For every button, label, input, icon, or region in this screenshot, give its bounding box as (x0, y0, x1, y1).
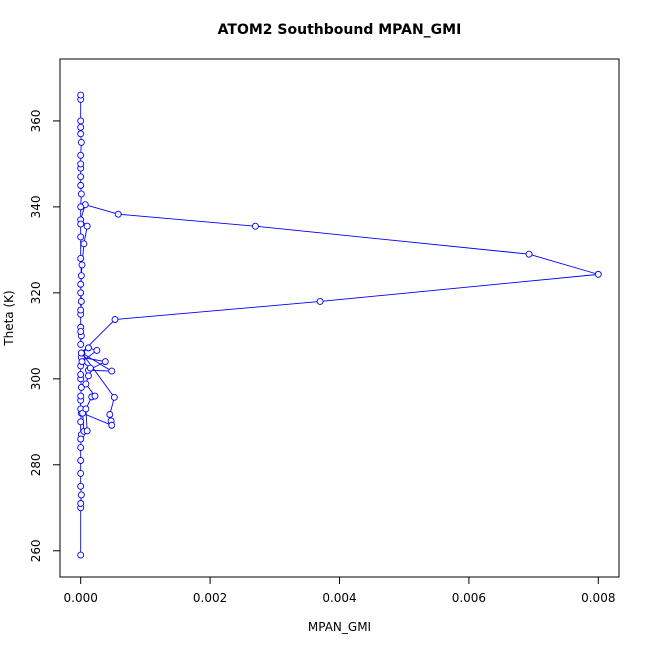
y-tick-label: 260 (29, 539, 43, 562)
data-point (110, 393, 118, 401)
data-point (77, 297, 85, 305)
y-tick-label: 280 (29, 453, 43, 476)
x-tick-label: 0.006 (452, 591, 486, 605)
data-point (108, 421, 116, 429)
data-point (77, 91, 85, 99)
data-point (86, 364, 94, 372)
data-point (108, 367, 116, 375)
data-point (77, 418, 85, 426)
data-point (77, 383, 85, 391)
x-tick-label: 0.004 (322, 591, 356, 605)
data-point (111, 316, 119, 323)
data-point (93, 347, 101, 354)
data-point (77, 280, 85, 288)
data-point (77, 435, 85, 443)
data-point (77, 173, 85, 181)
data-point (77, 255, 85, 262)
data-point (77, 117, 85, 125)
data-point (77, 328, 85, 335)
data-point (83, 427, 91, 435)
data-point (77, 151, 85, 159)
data-point (77, 306, 85, 314)
data-point (77, 220, 85, 228)
data-point (77, 349, 85, 357)
data-point (106, 411, 114, 418)
data-point (114, 210, 122, 218)
data-point (77, 457, 85, 464)
data-point (77, 190, 85, 198)
data-point (78, 261, 86, 269)
y-axis-label: Theta (K) (2, 290, 16, 346)
data-point (77, 203, 85, 211)
data-point (85, 344, 92, 352)
data-point (78, 358, 86, 366)
data-point (91, 392, 99, 400)
data-point (77, 444, 85, 452)
data-point (77, 160, 85, 168)
data-point (77, 138, 85, 146)
data-point (77, 482, 85, 490)
y-tick-label: 360 (29, 109, 43, 132)
data-point (77, 289, 85, 297)
data-point (594, 270, 602, 278)
data-point (77, 123, 85, 131)
data-point (77, 491, 85, 499)
data-point (77, 181, 85, 189)
data-point (80, 240, 88, 248)
data-point (251, 222, 259, 230)
chart-title: ATOM2 Southbound MPAN_GMI (218, 22, 462, 38)
data-point (77, 371, 85, 378)
data-point (101, 358, 109, 366)
data-point (77, 469, 85, 477)
data-point (77, 551, 85, 559)
data-point (82, 380, 90, 388)
data-point (77, 130, 85, 138)
data-point (77, 340, 85, 348)
data-point (83, 222, 91, 230)
data-point (525, 250, 533, 258)
x-tick-label: 0.000 (64, 591, 98, 605)
y-tick-label: 340 (29, 195, 43, 218)
x-axis-label: MPAN_GMI (308, 620, 371, 634)
x-tick-label: 0.008 (581, 591, 615, 605)
x-tick-label: 0.002 (193, 591, 227, 605)
data-point (77, 392, 85, 400)
y-tick-label: 320 (29, 281, 43, 304)
data-point (77, 272, 85, 280)
y-tick-label: 300 (29, 367, 43, 390)
data-point (77, 500, 85, 507)
data-point (82, 405, 90, 413)
data-point (85, 372, 92, 380)
data-point (316, 297, 324, 305)
data-point (77, 233, 85, 241)
